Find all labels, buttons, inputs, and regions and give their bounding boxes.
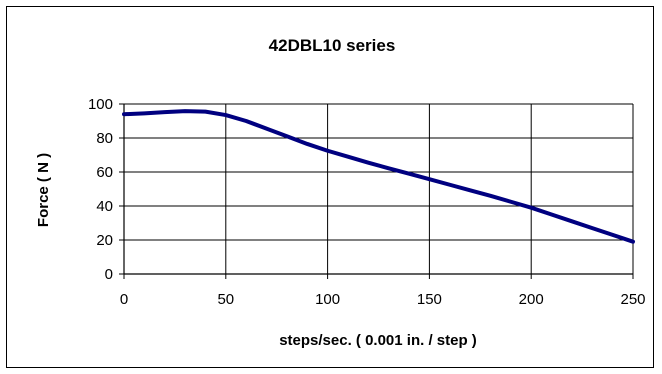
x-axis-label: steps/sec. ( 0.001 in. / step ) (279, 332, 477, 349)
y-tick-labels: 0 20 40 60 80 100 (88, 96, 113, 283)
force-speed-chart: 42DBL10 series 0 50 100 150 200 250 0 20 40 60 80… (35, 36, 646, 349)
grid-lines (123, 103, 634, 275)
y-tick-label: 60 (96, 164, 113, 181)
force-series-line (122, 109, 635, 244)
plot-area (124, 104, 633, 274)
y-tick-label: 20 (96, 232, 113, 249)
x-tick-labels: 0 50 100 150 200 250 (120, 291, 646, 308)
y-tick-label: 100 (88, 96, 113, 113)
x-tick-label: 250 (620, 291, 645, 308)
y-tick-label: 80 (96, 130, 113, 147)
x-tick-label: 50 (217, 291, 234, 308)
chart-frame: 42DBL10 series 0 50 100 150 200 250 0 20 40 60 80… (6, 6, 654, 368)
x-tick-label: 200 (519, 291, 544, 308)
x-tick-label: 150 (417, 291, 442, 308)
x-tick-label: 0 (120, 291, 128, 308)
y-axis-label: Force ( N ) (35, 153, 52, 227)
axes (119, 103, 634, 279)
x-tick-label: 100 (315, 291, 340, 308)
y-tick-label: 40 (96, 198, 113, 215)
chart-title: 42DBL10 series (269, 36, 396, 55)
series-layer (122, 109, 635, 244)
y-tick-label: 0 (105, 266, 113, 283)
